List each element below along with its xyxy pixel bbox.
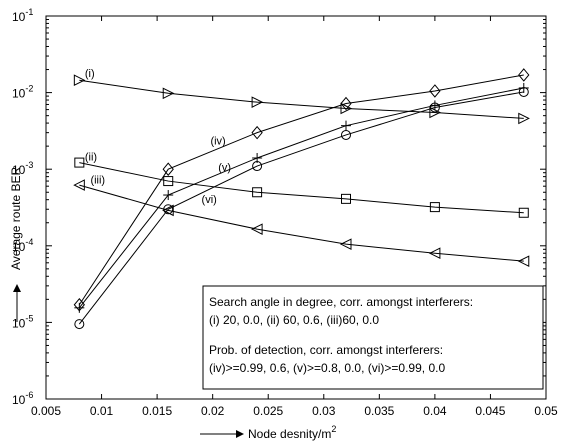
x-tick-label: 0.025 <box>253 404 283 418</box>
series-label: (v) <box>218 162 231 174</box>
x-tick-label: 0.05 <box>534 404 558 418</box>
data-point-diamond <box>340 96 352 111</box>
series-3: (iii) <box>73 175 530 267</box>
series-1: (i) <box>73 68 530 125</box>
data-point-square <box>163 176 174 187</box>
legend-line: (iv)>=0.99, 0.6, (v)>=0.8, 0.0, (vi)>=0.… <box>209 361 445 375</box>
axis-labels: Node desnity/m2 Average route BER <box>9 166 336 441</box>
data-point-triangle-left <box>428 247 441 260</box>
series-line <box>79 162 524 214</box>
y-arrow-head <box>13 284 21 292</box>
data-point-triangle-right <box>162 87 175 100</box>
data-point-diamond <box>518 68 530 82</box>
data-point-triangle-right <box>518 112 530 125</box>
y-tick-label: 10-1 <box>12 7 33 24</box>
x-tick-label: 0.04 <box>423 404 447 418</box>
legend-line: Prob. of detection, corr. amongst interf… <box>209 343 443 357</box>
data-point-triangle-left <box>73 179 85 191</box>
series-line <box>79 184 524 262</box>
data-point-triangle-right <box>340 102 353 115</box>
data-point-circle <box>74 319 85 330</box>
data-point-plus <box>341 120 351 131</box>
series-line <box>78 91 524 325</box>
data-point-square <box>341 193 351 204</box>
x-arrow-head <box>236 430 244 438</box>
data-point-triangle-right <box>73 74 86 87</box>
data-point-circle <box>429 102 440 113</box>
data-point-circle <box>252 161 263 172</box>
x-tick-label: 0.045 <box>475 404 505 418</box>
data-point-triangle-left <box>517 255 530 267</box>
data-point-plus <box>163 190 174 201</box>
y-tick-label: 10-5 <box>12 313 33 330</box>
data-point-diamond <box>251 125 263 140</box>
legend: Search angle in degree, corr. amongst in… <box>202 285 544 390</box>
legend-line: Search angle in degree, corr. amongst in… <box>209 295 473 309</box>
y-tick-label: 10-6 <box>12 390 33 407</box>
data-point-square <box>252 187 263 198</box>
data-point-diamond <box>429 84 441 98</box>
legend-line: (i) 20, 0.0, (ii) 60, 0.6, (iii)60, 0.0 <box>209 313 379 327</box>
series-label: (i) <box>85 68 95 80</box>
data-point-circle <box>341 129 351 140</box>
data-point-diamond <box>162 162 174 176</box>
x-tick-label: 0.02 <box>201 404 225 418</box>
series-label: (ii) <box>85 151 97 163</box>
x-tick-label: 0.01 <box>90 404 114 418</box>
legend-box <box>202 285 544 390</box>
data-point-triangle-left <box>162 204 174 217</box>
x-tick-label: 0.005 <box>31 404 61 418</box>
y-tick-label: 10-3 <box>12 160 33 177</box>
x-tick-label: 0.03 <box>312 404 336 418</box>
data-point-triangle-right <box>251 96 264 108</box>
series-4: (iv) <box>73 68 530 312</box>
y-axis-label: Average route BER <box>9 166 23 270</box>
data-point-square <box>429 202 440 213</box>
x-axis-label: Node desnity/m2 <box>248 424 336 441</box>
y-tick-label: 10-4 <box>12 237 33 254</box>
series-line <box>78 87 524 309</box>
series-lines: (i) (ii) (iii) (iv) (v) (vi) <box>73 68 530 330</box>
series-2: (ii) <box>74 151 529 218</box>
y-tick-label: 10-2 <box>12 84 33 101</box>
data-point-square <box>74 157 85 168</box>
x-tick-label: 0.015 <box>142 404 172 418</box>
series-5: (v) <box>74 82 529 313</box>
series-line <box>79 79 524 119</box>
data-point-plus <box>429 100 440 111</box>
data-point-plus <box>74 302 85 313</box>
plot-frame <box>45 15 547 400</box>
series-line <box>78 74 524 306</box>
data-point-plus <box>518 82 529 93</box>
data-point-square <box>518 207 529 218</box>
series-label: (vi) <box>202 194 217 206</box>
data-point-triangle-left <box>339 238 352 250</box>
data-point-triangle-left <box>250 223 263 235</box>
data-point-circle <box>163 204 174 215</box>
x-tick-label: 0.035 <box>364 404 394 418</box>
series-label: (iv) <box>210 136 225 148</box>
data-point-circle <box>518 86 529 97</box>
series-6: (vi) <box>74 86 529 330</box>
series-label: (iii) <box>90 175 105 187</box>
